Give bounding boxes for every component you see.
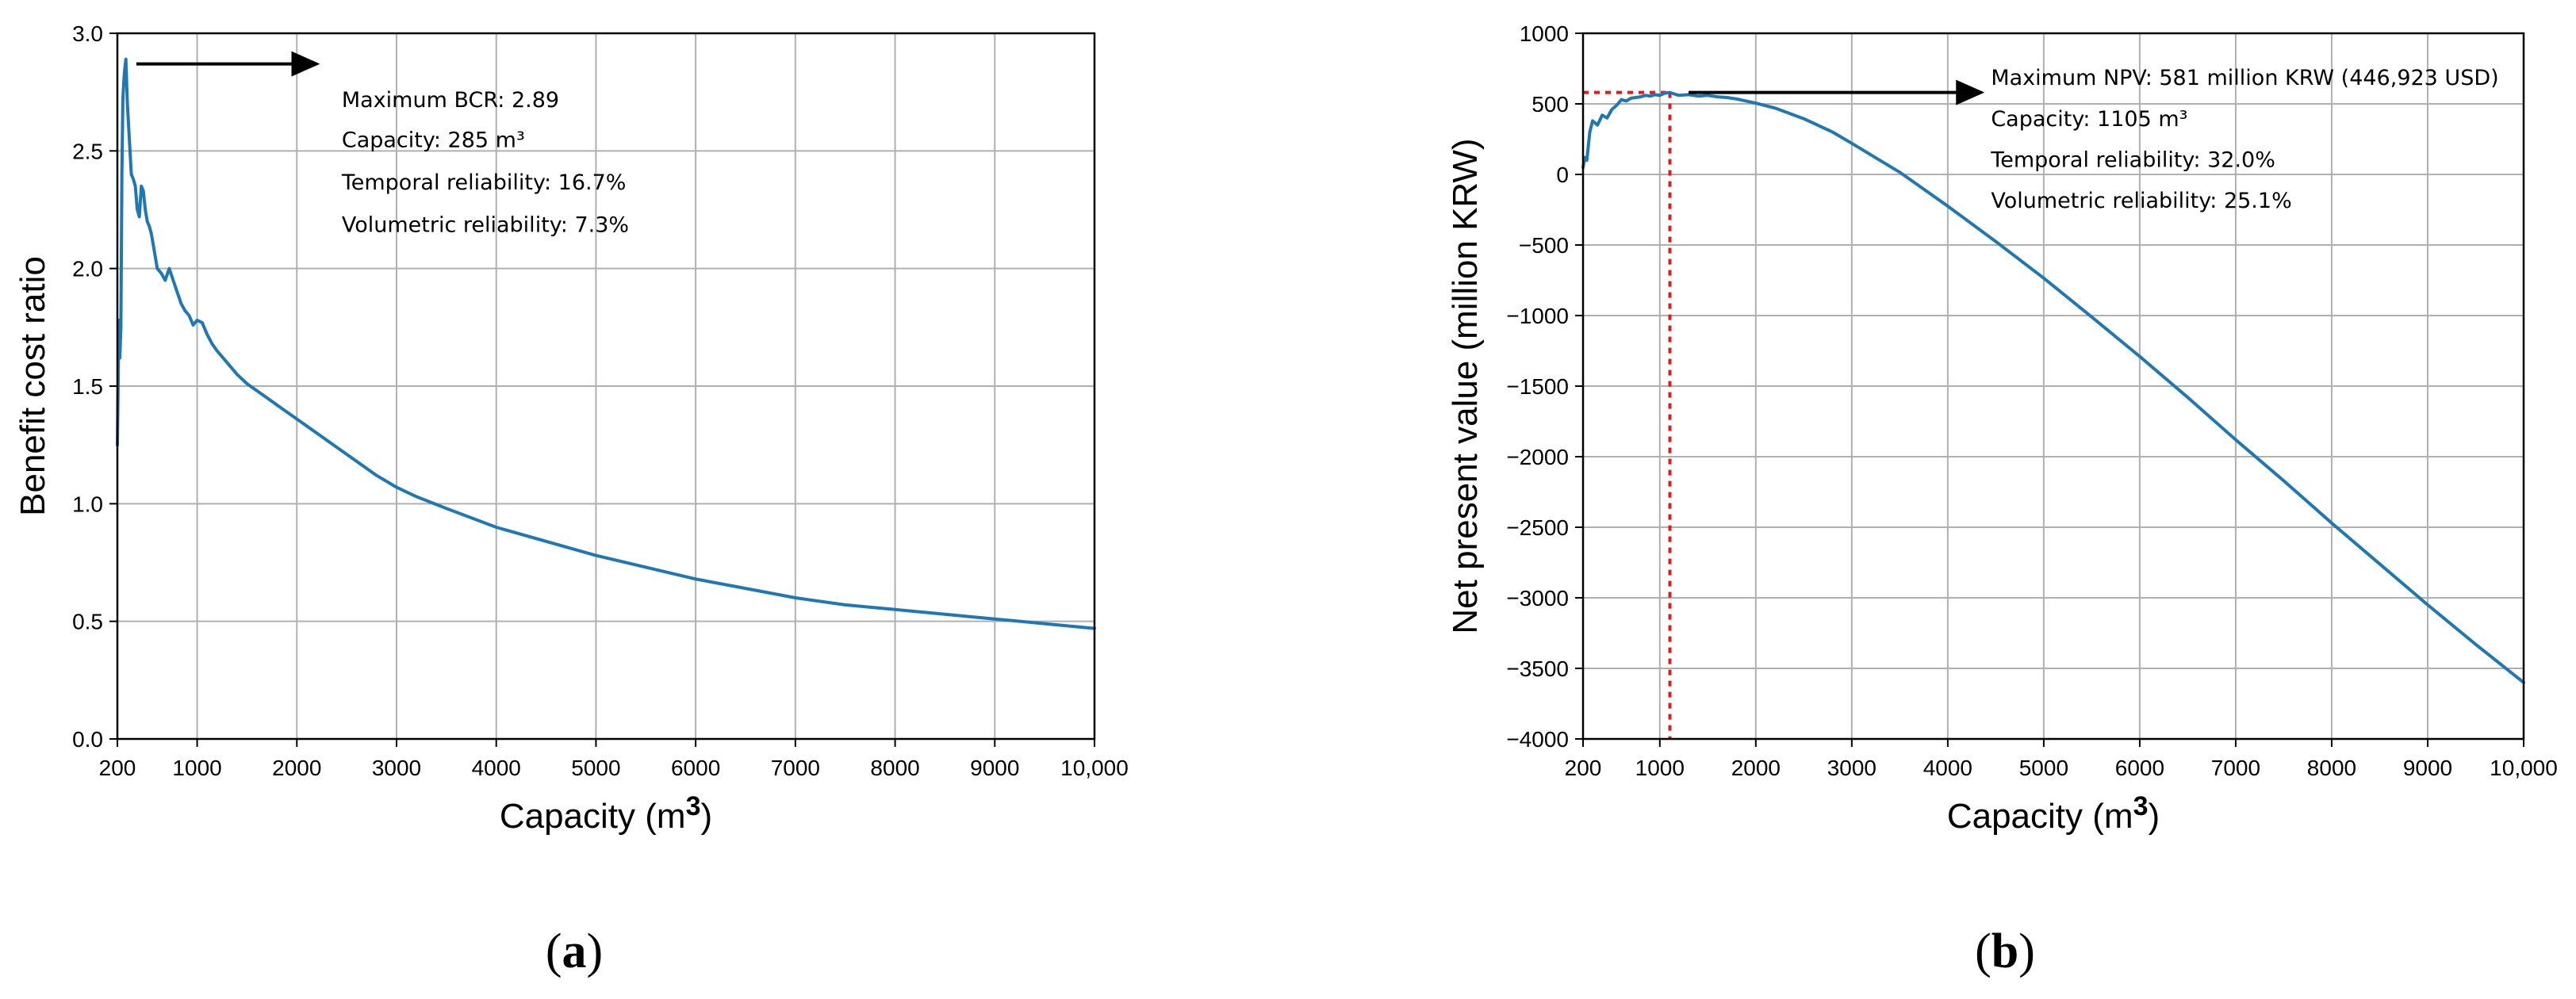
x-tick-label: 200 bbox=[1565, 756, 1602, 780]
panel-label: (b) bbox=[1975, 924, 2035, 978]
y-tick-label: −4000 bbox=[1506, 727, 1569, 752]
x-tick-label: 10,000 bbox=[2490, 756, 2558, 780]
x-tick-label: 7000 bbox=[771, 756, 820, 780]
x-tick-label: 7000 bbox=[2211, 756, 2260, 780]
y-tick-label: 1.5 bbox=[72, 374, 103, 399]
chart-panel-b: 200 1000 2000 3000 4000 5000 6000 7000 8000 9000 1… bbox=[1446, 21, 2558, 978]
x-tick-label: 4000 bbox=[472, 756, 521, 780]
y-tick-label: −1500 bbox=[1506, 374, 1569, 399]
x-tick-label: 200 bbox=[99, 756, 136, 780]
x-tick-label: 5000 bbox=[2019, 756, 2068, 780]
y-tick-label: 0 bbox=[1556, 163, 1569, 187]
plot-frame bbox=[1581, 32, 2525, 741]
x-tick-label: 6000 bbox=[2115, 756, 2164, 780]
y-tick-label: 3.0 bbox=[72, 21, 103, 46]
x-tick-label: 3000 bbox=[1827, 756, 1876, 780]
y-tick-label: 2.5 bbox=[72, 139, 103, 163]
x-tick-label: 5000 bbox=[571, 756, 620, 780]
x-tick-label: 6000 bbox=[671, 756, 720, 780]
series-line bbox=[116, 57, 1096, 630]
x-tick-label: 9000 bbox=[970, 756, 1019, 780]
y-axis-title: Net present value (million KRW) bbox=[1446, 138, 1485, 633]
x-tick-label: 4000 bbox=[1923, 756, 1972, 780]
y-tick-label: 0.0 bbox=[72, 727, 103, 752]
y-tick-label: −3000 bbox=[1506, 586, 1569, 610]
chart-panel-a: 200 1000 2000 3000 4000 5000 6000 7000 8000 9000 1… bbox=[13, 21, 1129, 978]
annotation-text: Maximum BCR: 2.89 bbox=[342, 88, 559, 113]
x-axis-title: Capacity (m3) bbox=[1947, 791, 2160, 836]
plot-frame bbox=[116, 32, 1096, 741]
y-axis-title: Benefit cost ratio bbox=[13, 256, 52, 516]
annotation-text: Temporal reliability: 16.7% bbox=[341, 170, 627, 195]
x-tick-label: 2000 bbox=[1731, 756, 1781, 780]
x-axis-title: Capacity (m3) bbox=[500, 791, 712, 836]
x-tick-label: 1000 bbox=[1635, 756, 1685, 780]
x-tick-label: 1000 bbox=[172, 756, 221, 780]
x-tick-label: 8000 bbox=[2307, 756, 2356, 780]
y-tick-label: 0.5 bbox=[72, 610, 103, 634]
panel-label: (a) bbox=[546, 924, 603, 978]
y-tick-label: −500 bbox=[1519, 233, 1569, 258]
x-tick-label: 10,000 bbox=[1060, 756, 1129, 780]
annotation-text: Volumetric reliability: 7.3% bbox=[342, 212, 629, 237]
annotation-text: Capacity: 1105 m³ bbox=[1991, 107, 2187, 132]
annotation-text: Volumetric reliability: 25.1% bbox=[1991, 189, 2291, 213]
y-tick-label: −2000 bbox=[1506, 445, 1569, 469]
annotation-text: Temporal reliability: 32.0% bbox=[1990, 147, 2275, 172]
x-tick-label: 2000 bbox=[272, 756, 321, 780]
x-tick-label: 9000 bbox=[2403, 756, 2452, 780]
y-tick-label: 500 bbox=[1531, 92, 1569, 117]
x-tick-label: 8000 bbox=[870, 756, 919, 780]
y-tick-label: −2500 bbox=[1506, 515, 1569, 540]
y-tick-label: −1000 bbox=[1506, 304, 1569, 328]
y-tick-label: 2.0 bbox=[72, 257, 103, 281]
annotation-text: Capacity: 285 m³ bbox=[342, 128, 525, 153]
y-tick-label: 1000 bbox=[1520, 21, 1569, 46]
annotation-text: Maximum NPV: 581 million KRW (446,923 US… bbox=[1991, 66, 2498, 90]
y-tick-label: 1.0 bbox=[72, 492, 103, 516]
x-tick-label: 3000 bbox=[372, 756, 421, 780]
y-tick-label: −3500 bbox=[1506, 656, 1569, 681]
series-line bbox=[1581, 90, 2525, 684]
